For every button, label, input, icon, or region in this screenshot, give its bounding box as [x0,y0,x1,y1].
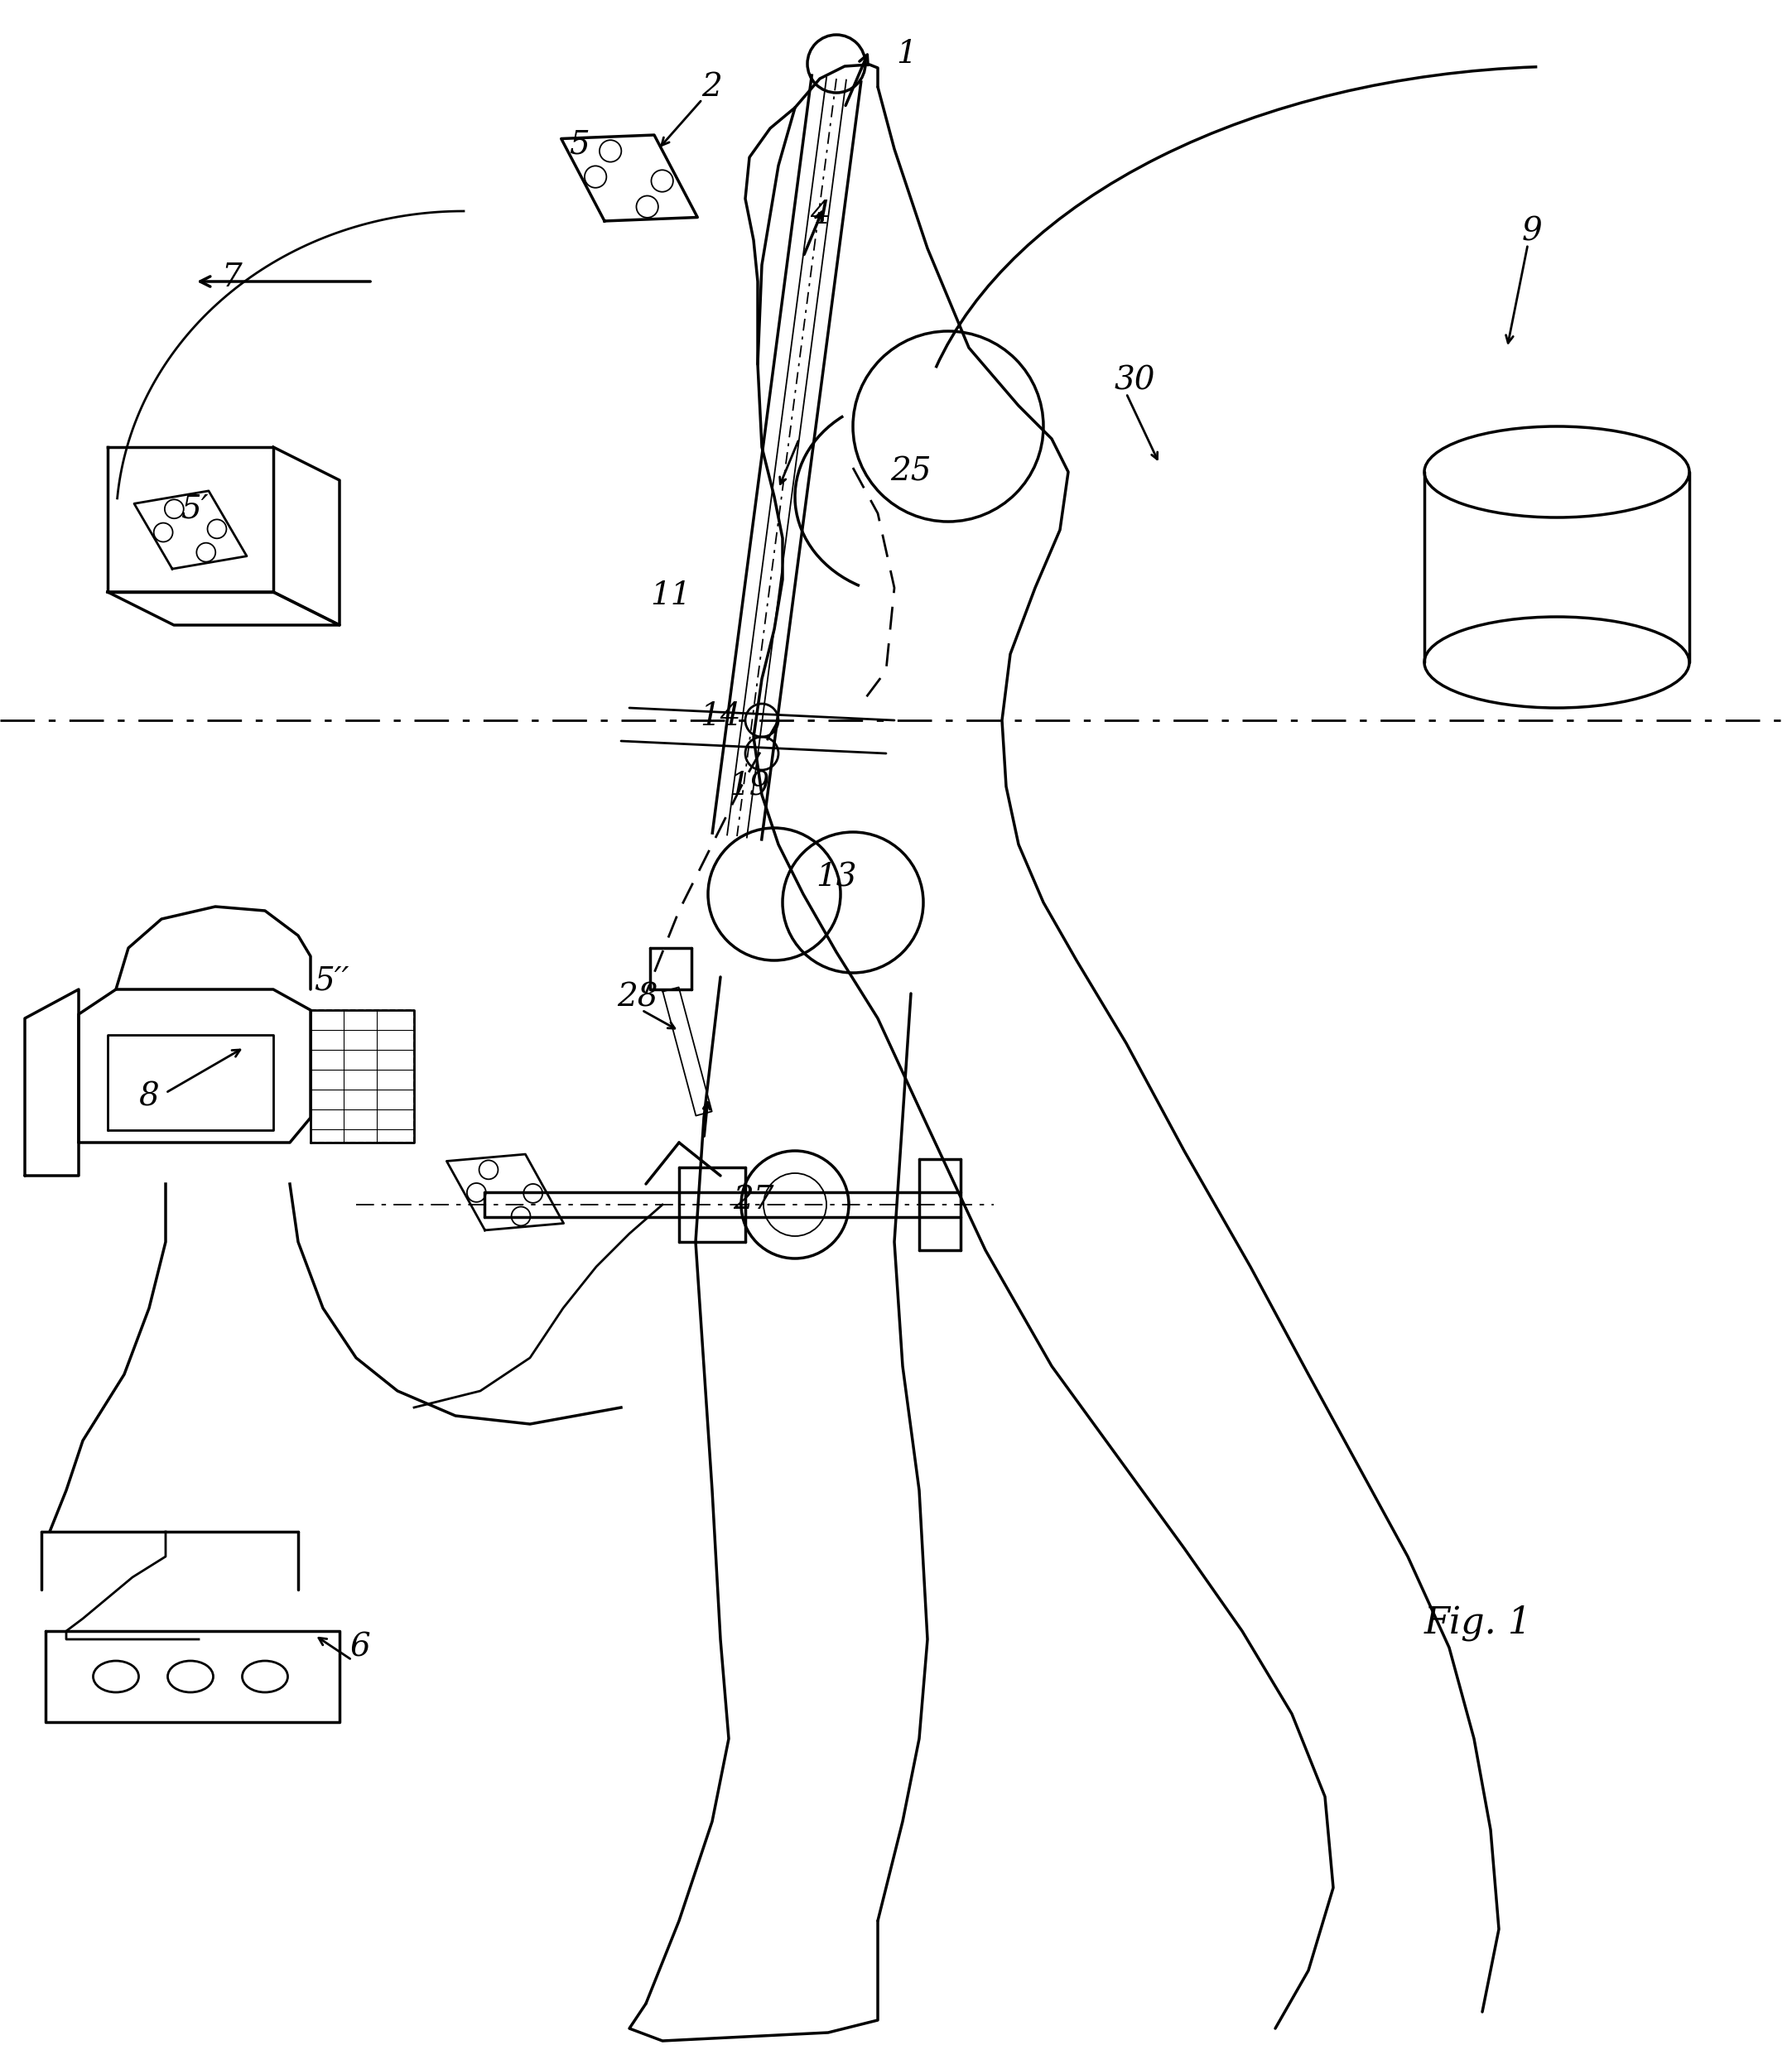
Text: 2: 2 [702,72,722,102]
Text: 11: 11 [650,581,692,611]
Text: 14: 14 [701,701,740,732]
Text: 6: 6 [349,1632,371,1663]
Text: 4: 4 [810,200,830,231]
Text: 7: 7 [222,262,242,292]
Text: 27: 27 [733,1186,774,1217]
Text: 19: 19 [729,771,771,802]
Text: Fig. 1: Fig. 1 [1425,1605,1532,1640]
Text: 9: 9 [1521,217,1543,247]
Text: 5′′: 5′′ [314,965,349,996]
Text: 13: 13 [815,863,857,894]
Text: 30: 30 [1115,366,1156,397]
Text: 5: 5 [570,129,590,160]
Text: 8: 8 [138,1082,159,1112]
Text: 5′: 5′ [181,493,208,524]
Text: 28: 28 [616,982,658,1012]
Text: 25: 25 [891,456,932,487]
Text: 1: 1 [896,39,918,70]
